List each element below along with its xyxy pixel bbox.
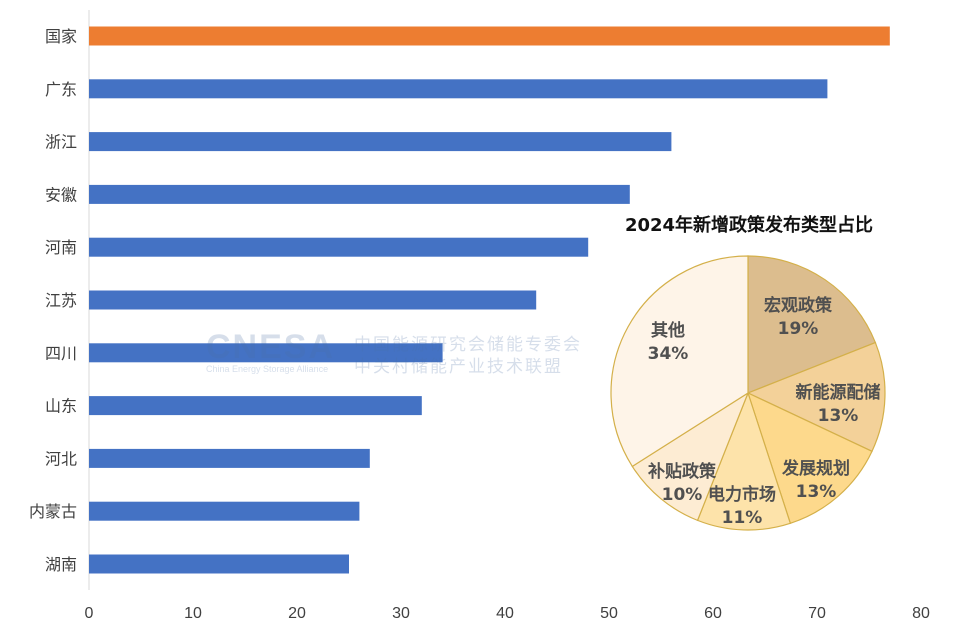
x-tick-label: 60	[704, 605, 722, 622]
category-label: 安徽	[45, 185, 77, 204]
category-label: 江苏	[45, 291, 77, 310]
pie-value-label: 13%	[796, 482, 837, 502]
bar-四川	[89, 343, 443, 363]
x-tick-label: 70	[808, 605, 826, 622]
category-label: 湖南	[45, 555, 77, 574]
bar-国家	[89, 26, 890, 46]
bar-江苏	[89, 290, 537, 310]
category-label: 内蒙古	[29, 502, 77, 521]
pie-label: 新能源配储	[796, 382, 881, 403]
category-label: 河北	[45, 449, 77, 468]
pie-label: 补贴政策	[647, 461, 717, 482]
x-tick-label: 40	[496, 605, 514, 622]
x-tick-label: 50	[600, 605, 618, 622]
bar-广东	[89, 79, 828, 99]
pie-label: 其他	[651, 320, 685, 341]
pie-value-label: 10%	[662, 485, 703, 505]
category-label: 山东	[45, 397, 77, 416]
x-tick-label: 20	[288, 605, 306, 622]
pie-label: 发展规划	[781, 458, 850, 479]
bar-湖南	[89, 554, 349, 574]
pie-slice-其他	[610, 255, 749, 468]
pie-title: 2024年新增政策发布类型占比	[625, 214, 873, 236]
category-label: 国家	[45, 27, 77, 46]
category-label: 广东	[45, 80, 77, 99]
bar-河南	[89, 237, 589, 257]
pie-value-label: 11%	[722, 508, 763, 528]
x-tick-label: 30	[392, 605, 410, 622]
pie-slice-新能源配储	[746, 341, 886, 453]
x-tick-label: 80	[912, 605, 930, 622]
x-tick-label: 0	[85, 605, 94, 622]
category-label: 浙江	[45, 133, 77, 152]
pie-slice-电力市场	[696, 391, 792, 531]
pie-slice-发展规划	[747, 391, 873, 525]
pie-label: 宏观政策	[764, 295, 833, 316]
bar-内蒙古	[89, 501, 360, 521]
pie-value-label: 34%	[648, 344, 689, 364]
pie-slice-补贴政策	[631, 391, 750, 522]
x-tick-label: 10	[184, 605, 202, 622]
bar-浙江	[89, 132, 672, 152]
pie-value-label: 13%	[818, 406, 859, 426]
pie-slice-宏观政策	[747, 255, 877, 394]
category-label: 四川	[45, 344, 77, 363]
bar-河北	[89, 448, 370, 468]
pie-value-label: 19%	[778, 319, 819, 339]
bar-安徽	[89, 184, 630, 204]
bar-山东	[89, 396, 422, 416]
pie-label: 电力市场	[708, 484, 776, 505]
category-label: 河南	[45, 238, 77, 257]
